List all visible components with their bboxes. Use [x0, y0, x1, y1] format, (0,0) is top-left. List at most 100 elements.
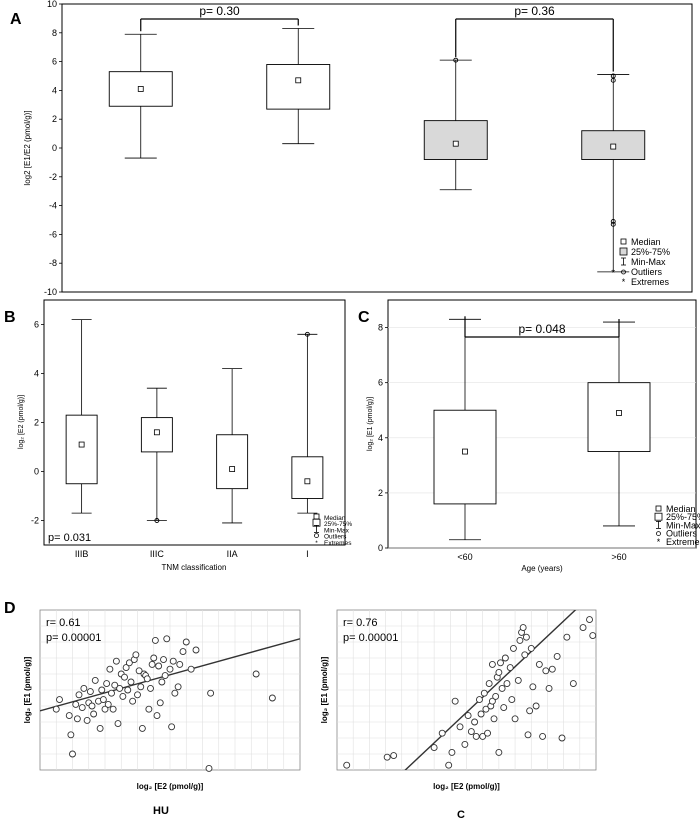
group-label: C — [457, 809, 465, 821]
scatter-point — [495, 748, 503, 756]
scatter-point — [90, 710, 98, 718]
box-iqr — [65, 414, 98, 485]
scatter-point — [129, 697, 137, 705]
scatter-point — [522, 633, 530, 641]
legend-extreme-marker: * — [622, 277, 626, 287]
legend-label: Outliers — [324, 534, 347, 541]
panel-letter-b: B — [4, 309, 16, 326]
scatter-point — [78, 704, 86, 712]
scatter-point — [514, 676, 522, 684]
scatter-point — [182, 638, 190, 646]
scatter-point — [589, 632, 597, 640]
scatter-point — [495, 668, 503, 676]
legend-median-marker — [655, 505, 662, 512]
scatter-point — [148, 660, 156, 668]
scatter-point — [156, 699, 164, 707]
median-marker — [153, 429, 160, 436]
box-group — [65, 319, 98, 514]
scatter-point — [488, 697, 496, 705]
panel-letter-a: A — [10, 11, 22, 28]
scatter-point — [187, 665, 195, 673]
scatter-point — [563, 633, 571, 641]
y-tick-label: 2 — [34, 418, 39, 428]
y-tick-label: 6 — [34, 320, 39, 330]
scatter-point — [132, 651, 140, 659]
scatter-point — [69, 750, 76, 758]
scatter-point — [171, 689, 179, 697]
y-tick-label: -2 — [31, 516, 39, 526]
scatter-point — [480, 689, 488, 697]
scatter-point — [80, 684, 88, 692]
scatter-point — [586, 616, 593, 624]
scatter-point — [532, 702, 540, 710]
x-category-label: I — [306, 549, 309, 559]
panel-letter-d: D — [4, 600, 16, 617]
outlier-point — [453, 57, 459, 63]
scatter-point — [516, 636, 524, 644]
scatter-point — [492, 692, 500, 700]
y-tick-label: 2 — [378, 488, 383, 498]
r-value-label: r= 0.76 — [343, 617, 378, 629]
scatter-point — [207, 689, 215, 697]
scatter-point — [484, 729, 491, 737]
legend-label: Extremes — [666, 537, 700, 547]
scatter-point — [542, 667, 550, 675]
legend-box-marker — [619, 247, 628, 256]
legend-label: Outliers — [631, 267, 663, 277]
scatter-point — [490, 715, 498, 723]
median-marker — [452, 140, 459, 147]
panel-d-c: r= 0.76 p= 0.00001 log₂ [E2 (pmol/g)] log₂ … — [320, 609, 597, 821]
median-marker — [610, 143, 617, 150]
box-group: * — [581, 73, 646, 279]
scatter-point — [108, 689, 115, 697]
p-value-label: p= 0.031 — [48, 532, 91, 544]
scatter-point — [205, 764, 213, 772]
y-tick-label: -4 — [49, 201, 57, 211]
scatter-point — [174, 683, 182, 691]
scatter-point — [99, 696, 107, 704]
scatter-point — [166, 665, 174, 673]
y-tick-label: 0 — [34, 467, 39, 477]
scatter-point — [145, 705, 153, 713]
scatter-point — [535, 660, 543, 668]
scatter-point — [67, 731, 75, 739]
x-axis-label: TNM classification — [162, 563, 227, 572]
scatter-point — [558, 734, 566, 742]
scatter-point — [498, 684, 506, 692]
scatter-point — [524, 731, 532, 739]
median-marker — [78, 441, 85, 448]
scatter-point — [138, 724, 146, 732]
legend-extreme-marker: * — [657, 537, 661, 547]
y-tick-label: 6 — [378, 378, 383, 388]
scatter-point — [485, 680, 493, 688]
scatter-point — [158, 678, 166, 686]
scatter-point — [52, 705, 60, 713]
box-group — [266, 28, 331, 145]
scatter-point — [65, 712, 73, 720]
scatter-point — [451, 697, 459, 705]
x-axis-label: Age (years) — [521, 564, 563, 573]
scatter-point — [467, 728, 475, 736]
scatter-point — [137, 683, 145, 691]
box-iqr — [433, 409, 497, 505]
scatter-point — [127, 678, 135, 686]
legend-label: Outliers — [666, 529, 698, 539]
scatter-point — [135, 667, 143, 675]
scatter-point — [96, 724, 104, 732]
scatter-point — [121, 673, 128, 681]
y-tick-label: 8 — [378, 323, 383, 333]
scatter-point — [176, 660, 184, 668]
scatter-point — [464, 712, 472, 720]
legend-label: Median — [666, 504, 696, 514]
scatter-point — [147, 684, 154, 692]
scatter-point — [155, 662, 163, 670]
outlier-point — [610, 218, 616, 224]
legend-median-marker — [313, 513, 320, 520]
outlier-point — [610, 77, 616, 83]
scatter-point — [83, 716, 91, 724]
y-tick-label: 2 — [52, 114, 57, 124]
scatter-point — [153, 712, 161, 720]
outlier-point — [304, 331, 310, 337]
legend-label: Median — [631, 237, 661, 247]
